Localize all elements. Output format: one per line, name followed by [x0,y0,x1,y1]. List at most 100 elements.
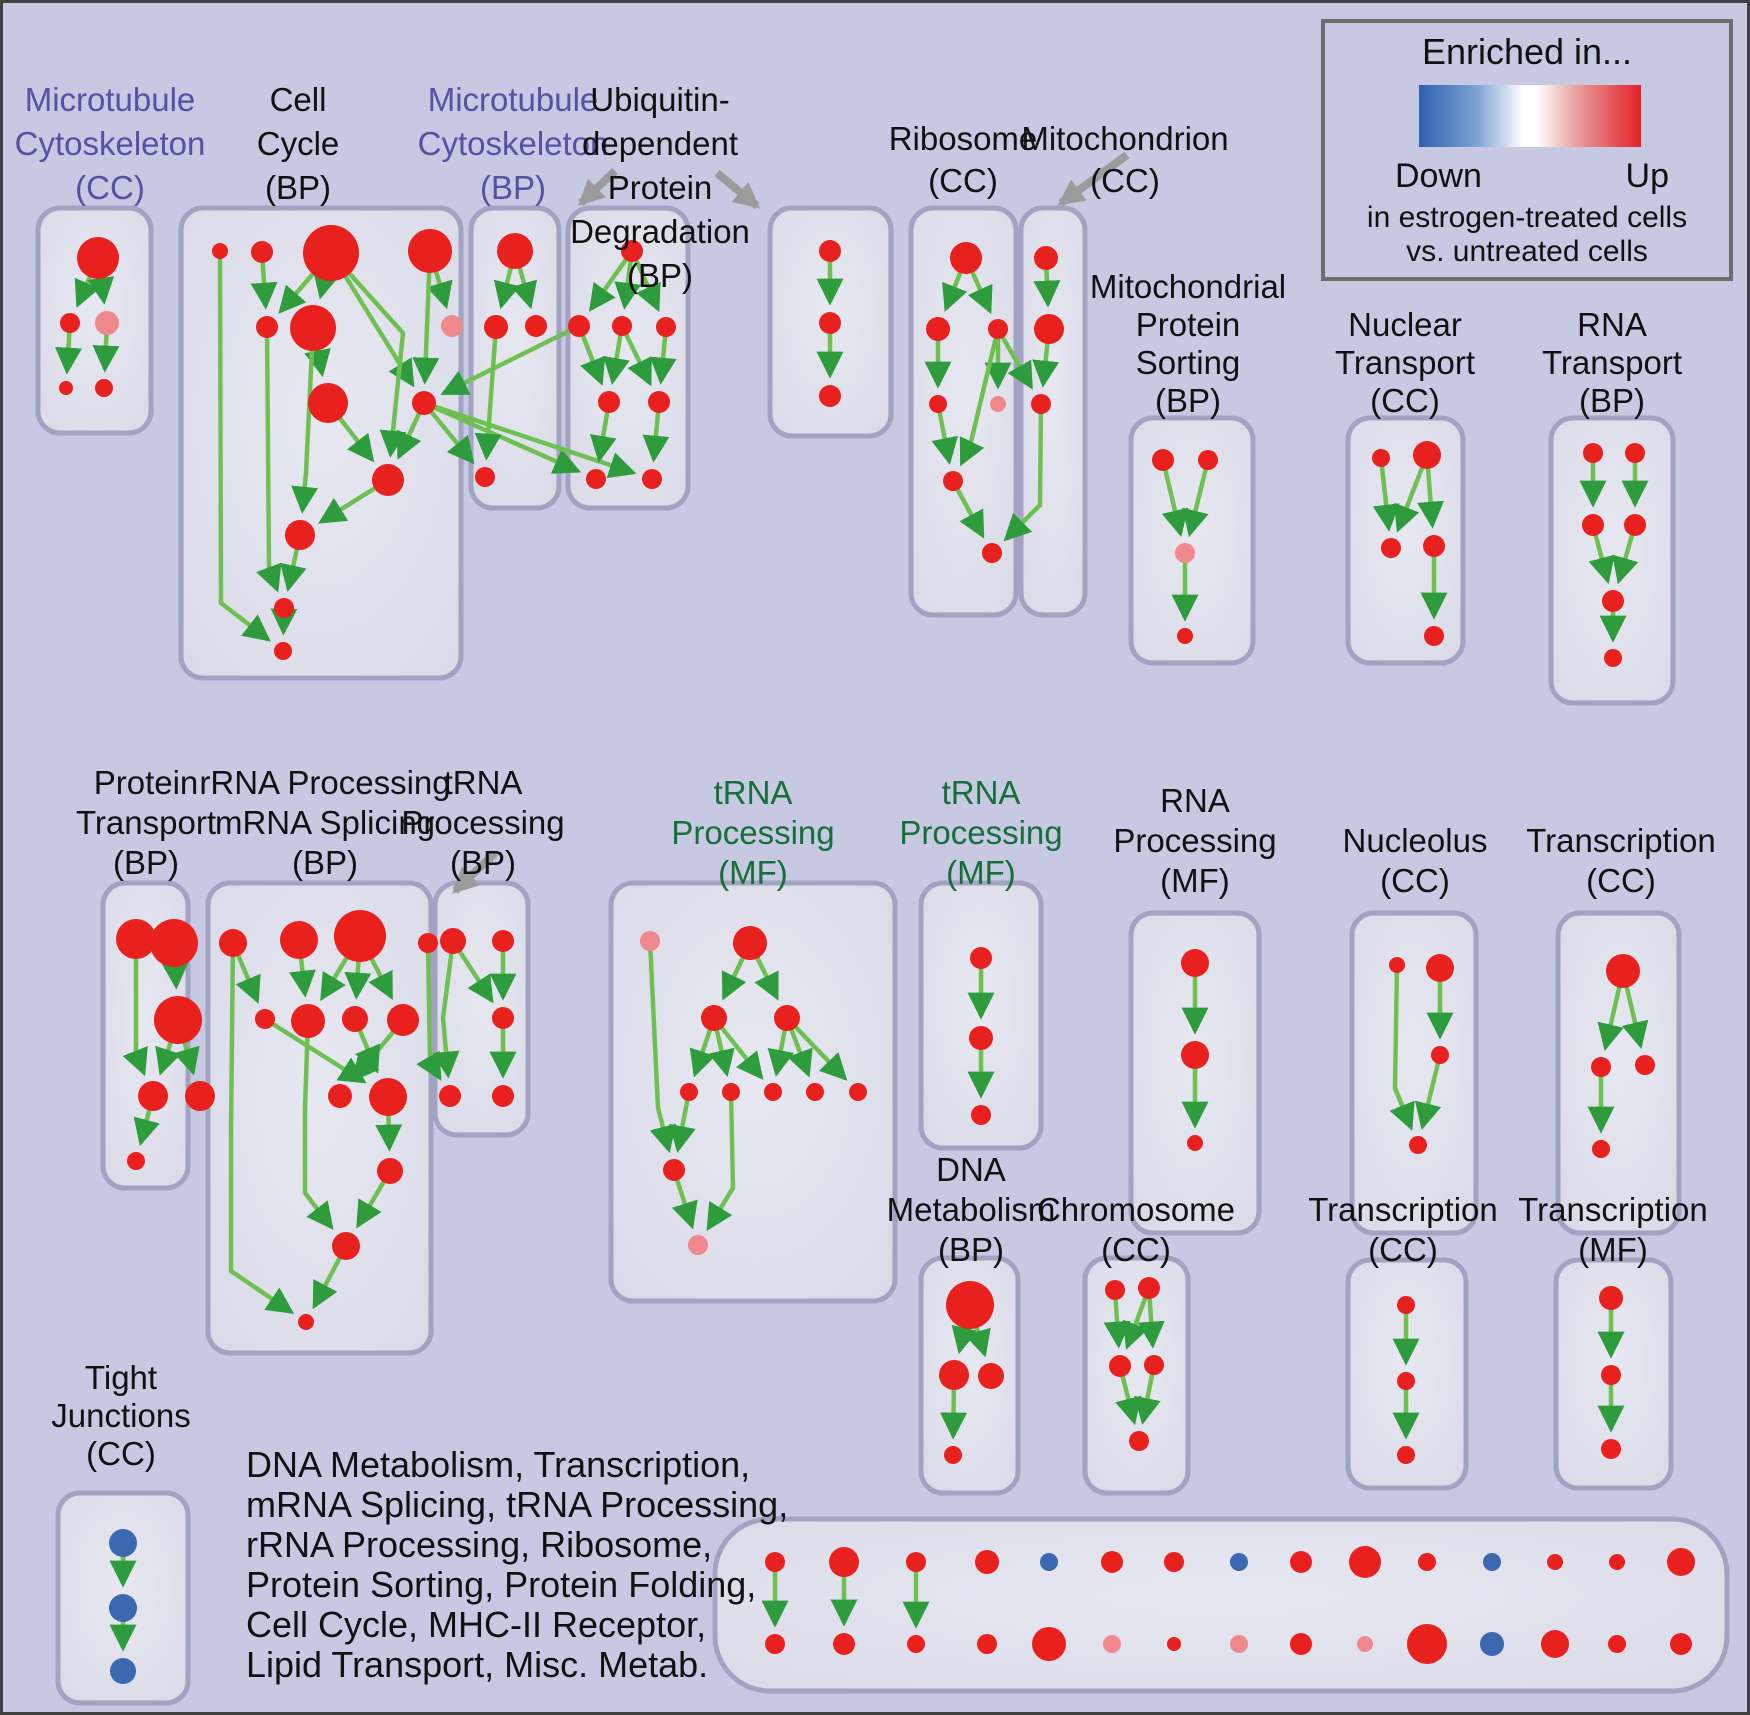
go-term-node [1609,1554,1625,1570]
go-term-node [1424,626,1444,646]
go-term-node [256,316,278,338]
go-term-node [1381,538,1401,558]
go-term-node [1667,1548,1695,1576]
cluster-label-line: Transport [76,804,216,841]
go-term-node [1423,535,1445,557]
go-term-node [806,1083,824,1101]
cluster-label-line: mRNA Splicing [214,804,436,841]
go-term-node [332,1232,360,1260]
go-term-node [621,240,643,262]
label-pointer-arrow [1057,151,1130,207]
go-term-node [970,947,992,969]
go-term-node [733,926,767,960]
go-term-node [774,1005,800,1031]
go-term-node [441,315,463,337]
cluster-label-line: (CC) [928,162,998,199]
cluster-label-line: Processing [401,804,565,841]
go-term-node [1625,443,1645,463]
go-term-node [95,379,113,397]
cluster-label-line: RNA [1160,782,1230,819]
cluster-label-line: rRNA Processing [199,764,451,801]
go-term-node [1290,1633,1312,1655]
go-term-node [1599,1286,1623,1310]
go-term-node [59,381,73,395]
cluster-label-line: (BP) [937,1231,1004,1268]
cluster-box-trans_cc2 [1555,910,1682,1236]
go-term-node [255,1009,275,1029]
cluster-label-line: (BP) [265,169,331,206]
go-term-node [1601,1439,1621,1459]
cluster-label-line: (CC) [86,1435,156,1472]
go-term-node [372,464,404,496]
hierarchy-edge [1182,459,1211,538]
cluster-label-mt-bp: Microtubule Cytoskeleton (BP) [418,78,609,210]
go-term-node [334,910,386,962]
go-term-node [1601,1365,1621,1385]
go-term-node [969,1026,993,1050]
label-pointer-arrow [714,169,761,210]
cluster-label-line: Nucleolus [1342,822,1488,859]
go-term-node [1397,1372,1415,1390]
cluster-label-line: Processing [899,814,1063,851]
go-term-node [274,642,292,660]
cluster-label-line: (CC) [1380,862,1450,899]
hierarchy-edge [256,326,282,593]
go-term-node [291,1004,325,1038]
go-term-node [946,1281,994,1329]
cluster-box-chromosome [1082,1255,1191,1496]
go-term-node [439,1085,461,1107]
cluster-label-line: (BP) [113,844,179,881]
go-term-node [274,598,294,618]
go-term-node [525,315,547,337]
cluster-label-line: Ribosome [888,120,1038,157]
cluster-label-line: Processing [671,814,835,851]
go-term-node [1389,957,1405,973]
cluster-label-line: Degradation [570,213,750,250]
cluster-label-line: Transcription [1308,1191,1498,1228]
merged-clusters-note: DNA Metabolism, Transcription, mRNA Splic… [246,1445,788,1685]
go-term-node [971,1105,991,1125]
cluster-label-line: dependent [581,125,738,162]
cluster-box-nuc_transport [1345,415,1466,666]
go-term-node [1591,1057,1611,1077]
merged-clusters-note-line: mRNA Splicing, tRNA Processing, [246,1484,789,1525]
go-term-node [60,313,80,333]
cluster-label-rna-proc-mf: RNA Processing (MF) [1113,781,1276,901]
cluster-label-line: (BP) [479,169,546,206]
cluster-label-line: Mitochondrial [1089,268,1287,305]
cluster-label-line: tRNA [941,774,1021,811]
cluster-label-rrna-mrna: rRNA Processing mRNA Splicing (BP) [199,763,450,883]
hierarchy-edge [228,942,295,1314]
go-term-node [369,1078,407,1116]
go-term-node [1431,1046,1449,1064]
cluster-label-line: Transport [1542,344,1682,381]
go-term-node [722,1083,740,1101]
cluster-label-line: tRNA [443,764,523,801]
cluster-label-line: Transport [1335,344,1475,381]
go-term-node [1144,1355,1164,1375]
go-term-node [484,315,508,339]
go-term-node [219,929,247,957]
go-term-node [110,1658,136,1684]
merged-clusters-note-line: Cell Cycle, MHC-II Receptor, [246,1604,707,1645]
cluster-label-line: (CC) [1101,1231,1171,1268]
merged-clusters-note-line: Lipid Transport, Misc. Metab. [246,1644,709,1685]
go-term-node [829,1547,859,1577]
go-term-node [412,391,436,415]
go-term-node [612,316,632,336]
go-term-node [977,1634,997,1654]
go-term-node [1032,1627,1066,1661]
cluster-label-transcription-cc-3: Transcription (CC) [1308,1190,1498,1270]
go-term-node [819,240,841,262]
cluster-box-rrna [205,880,434,1356]
cluster-box-nucleolus [1349,910,1479,1236]
go-term-node [1105,1280,1125,1300]
cluster-label-line: Mitochondrion [1021,120,1229,157]
go-term-node [127,1152,145,1170]
cluster-label-line: Protein [93,764,199,801]
go-term-node [1129,1431,1149,1451]
go-term-node [1109,1355,1131,1377]
go-term-node [298,1314,314,1330]
cluster-label-line: Cytoskeleton [417,125,609,162]
go-term-node [1541,1630,1569,1658]
